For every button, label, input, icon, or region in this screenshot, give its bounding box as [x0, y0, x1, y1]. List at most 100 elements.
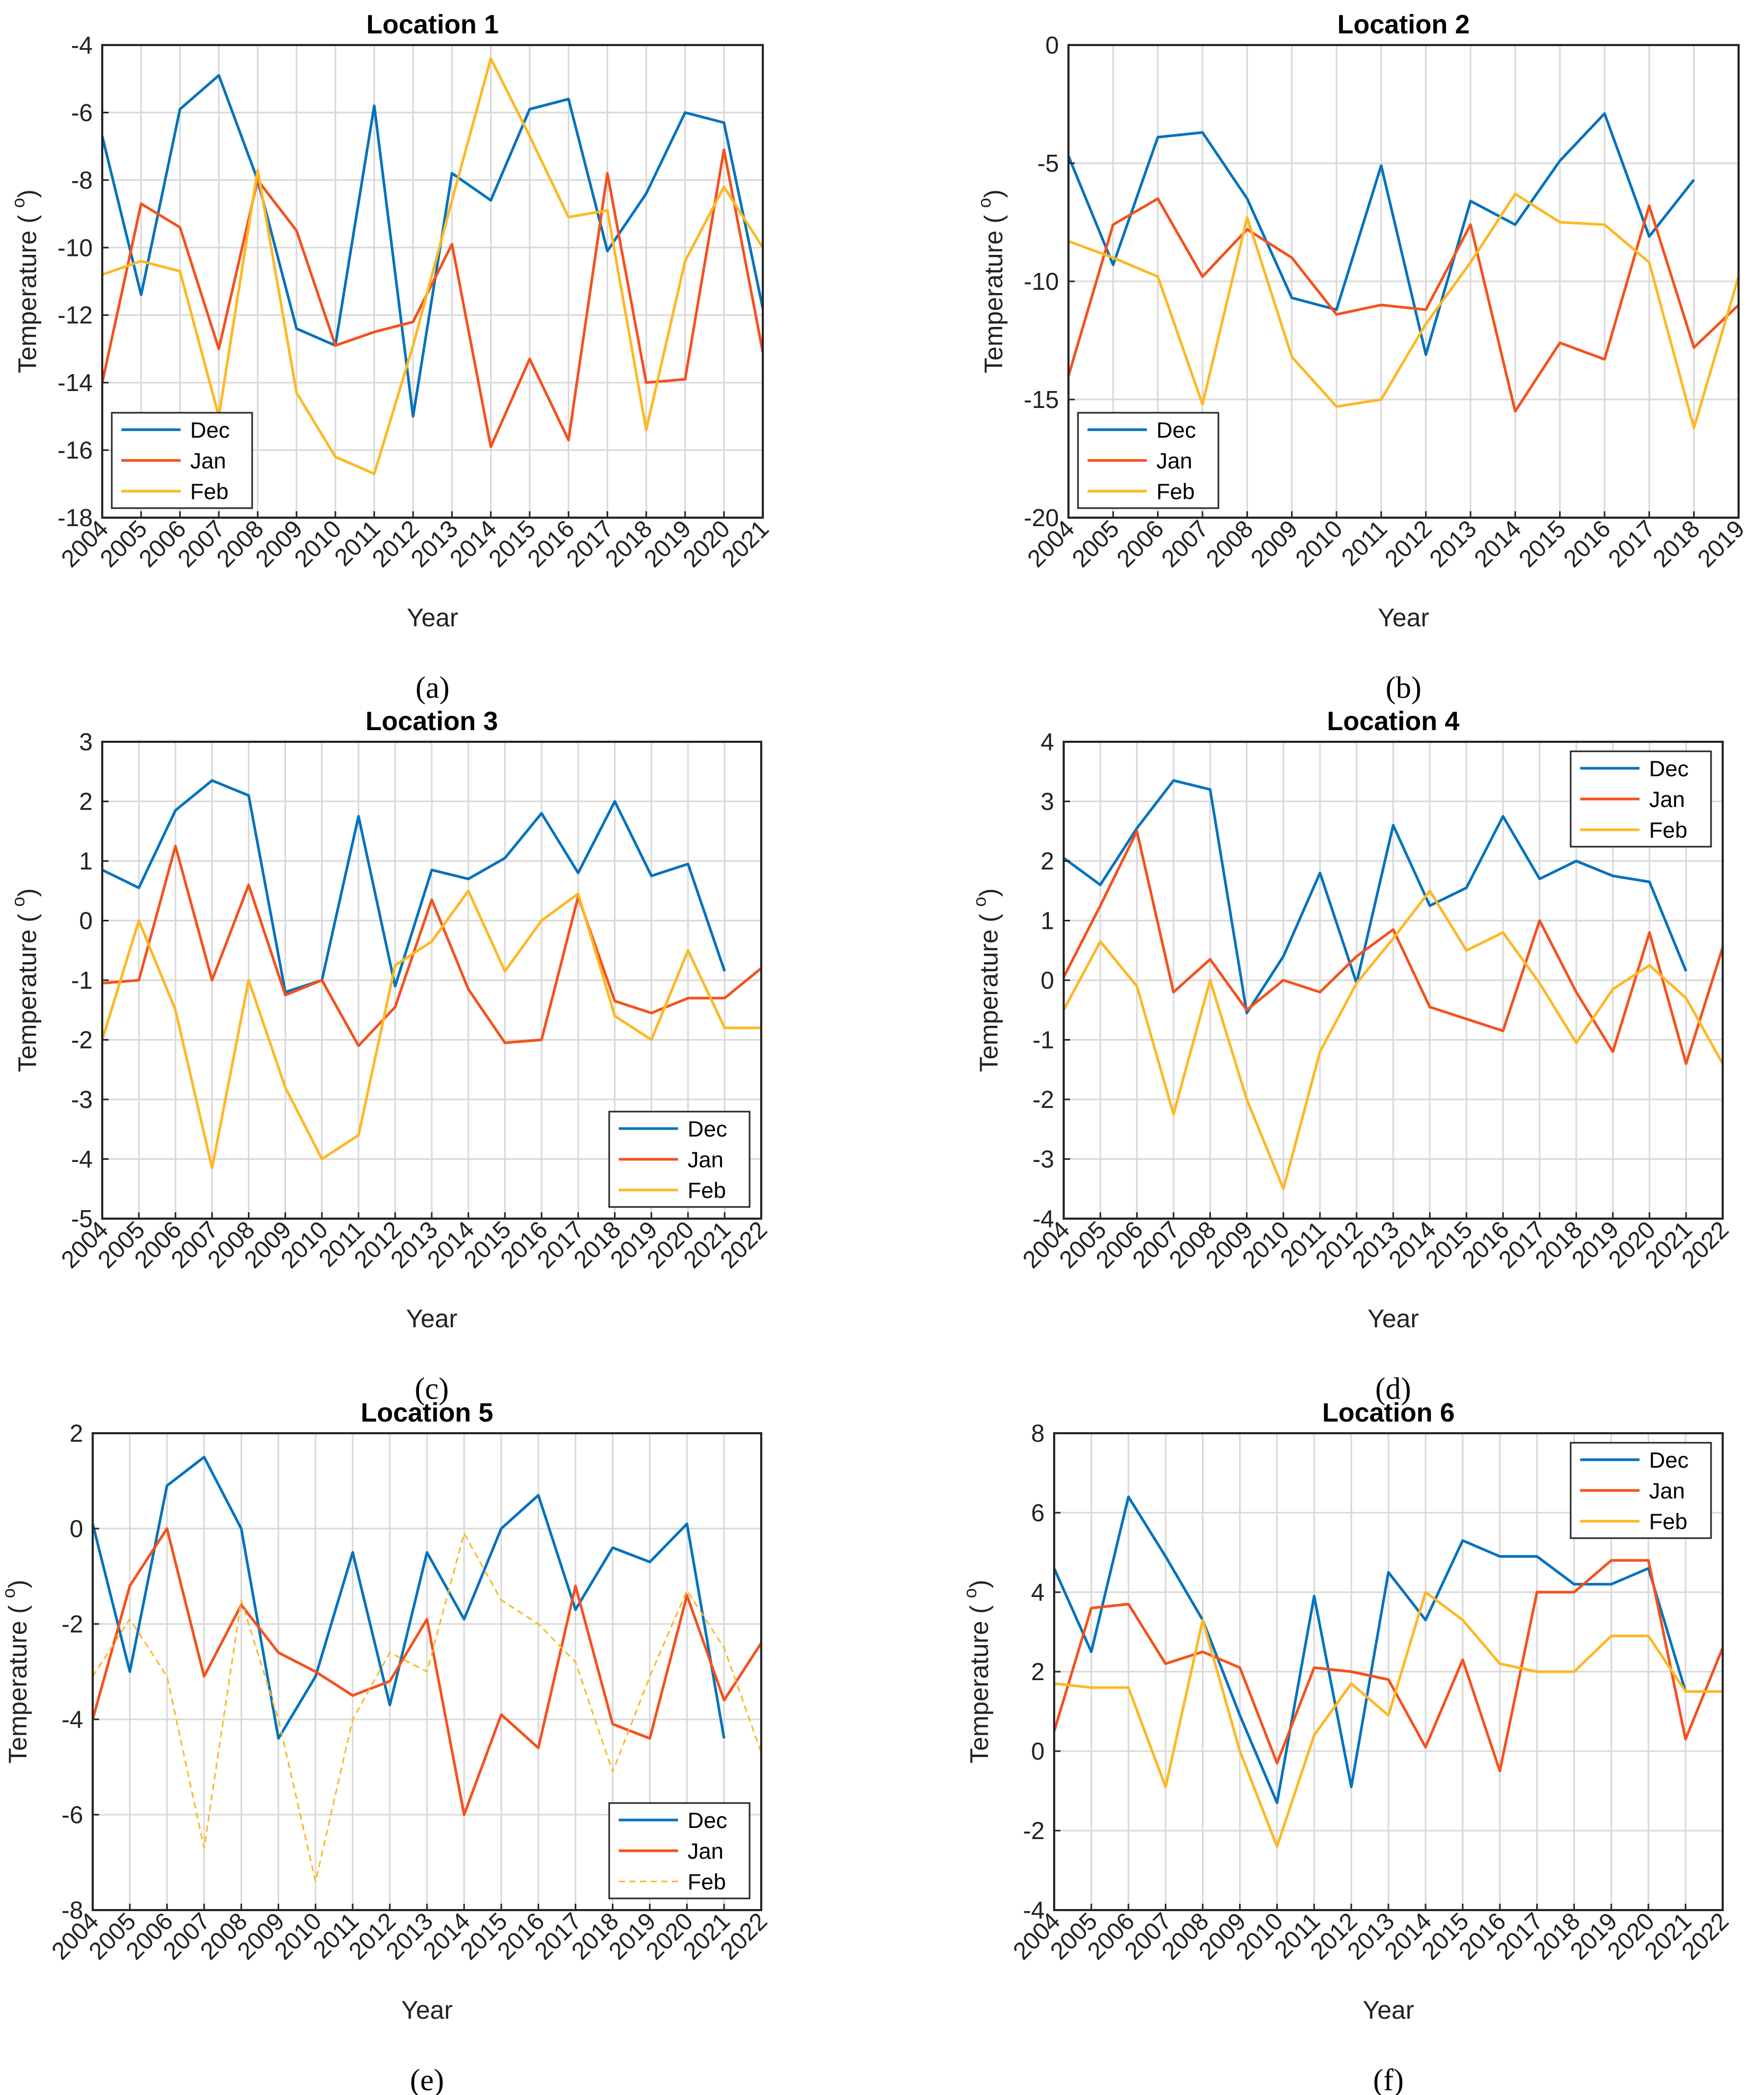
chart-title: Location 2 — [1337, 10, 1469, 39]
y-tick-label: -5 — [1037, 149, 1059, 177]
y-tick-label: 3 — [79, 728, 93, 756]
y-axis-label-close: ) — [980, 189, 1008, 198]
chart-title: Location 1 — [366, 10, 498, 39]
y-tick-label: 0 — [1045, 31, 1059, 59]
legend: Dec Jan Feb — [1570, 1442, 1712, 1539]
x-tick-label: 2009 — [1245, 514, 1303, 572]
legend: Dec Jan Feb — [111, 412, 253, 509]
y-axis-label: Temperature ( o) — [8, 888, 42, 1072]
y-tick-label: 8 — [1031, 1419, 1045, 1447]
y-tick-label: 1 — [79, 847, 93, 875]
chart-panel-1: 2004200520062007200820092010201120122013… — [8, 10, 774, 705]
y-axis-label-close: ) — [4, 1579, 32, 1588]
y-tick-label: -10 — [58, 234, 93, 261]
legend-label-dec: Dec — [1156, 418, 1196, 442]
legend: Dec Jan Feb — [608, 1802, 751, 1899]
series-line-feb — [1068, 192, 1740, 429]
legend-label-feb: Feb — [688, 1869, 726, 1894]
chart-title: Location 3 — [366, 706, 498, 736]
legend-label-dec: Dec — [1649, 1448, 1689, 1472]
series-line-feb — [102, 57, 764, 475]
y-tick-label: -10 — [1024, 268, 1059, 295]
y-axis-label-close: ) — [975, 888, 1003, 896]
panel-caption: (b) — [1386, 670, 1422, 705]
y-tick-label: -14 — [58, 369, 93, 396]
x-tick-label: 2015 — [1513, 514, 1571, 572]
y-axis-label-text: Temperature ( — [14, 907, 42, 1072]
y-axis-label-text: Temperature ( — [975, 907, 1003, 1072]
y-tick-label: 1 — [1040, 907, 1054, 935]
y-tick-label: -4 — [61, 1706, 83, 1733]
x-axis-label: Year — [406, 1305, 458, 1333]
y-tick-label: -4 — [1023, 1896, 1045, 1924]
x-tick-label: 2007 — [1156, 514, 1214, 572]
y-tick-label: 2 — [1031, 1658, 1045, 1685]
legend-label-feb: Feb — [1649, 1509, 1687, 1534]
y-axis-label-text: Temperature ( — [14, 208, 42, 373]
series-line-dec — [91, 1455, 726, 1740]
legend-label-dec: Dec — [1649, 756, 1689, 781]
legend-label-jan: Jan — [688, 1839, 724, 1863]
y-tick-label: -12 — [58, 301, 93, 329]
y-axis-label-degree: o — [8, 198, 29, 208]
y-axis-label: Temperature ( o) — [970, 888, 1003, 1072]
legend-label-feb: Feb — [1156, 479, 1195, 504]
series-line-dec — [1067, 112, 1695, 356]
legend-label-dec: Dec — [190, 418, 230, 442]
y-axis-label: Temperature ( o) — [8, 189, 42, 373]
y-tick-label: -3 — [1032, 1146, 1054, 1173]
y-axis-label-close: ) — [14, 189, 42, 198]
series-line-feb — [92, 1532, 762, 1883]
x-tick-label: 2011 — [1336, 514, 1393, 571]
y-tick-label: -5 — [71, 1205, 93, 1232]
y-tick-label: -3 — [71, 1086, 93, 1113]
x-tick-label: 2016 — [1558, 514, 1616, 572]
legend-label-jan: Jan — [688, 1147, 724, 1172]
panel-caption: (d) — [1375, 1371, 1411, 1406]
legend: Dec Jan Feb — [608, 1111, 751, 1208]
y-tick-label: 0 — [79, 907, 93, 935]
x-tick-label: 2017 — [1602, 514, 1660, 572]
series-line-jan — [1053, 1559, 1724, 1772]
series-line-jan — [102, 845, 762, 1048]
legend: Dec Jan Feb — [1077, 412, 1219, 509]
axes-box — [101, 44, 764, 519]
series-line-dec — [1063, 779, 1688, 1015]
x-tick-label: 2005 — [1066, 514, 1124, 572]
y-axis-label-text: Temperature ( — [4, 1598, 32, 1763]
x-axis-label: Year — [1378, 604, 1429, 632]
x-axis-label: Year — [1368, 1305, 1419, 1333]
series-line-jan — [1067, 197, 1740, 413]
legend-label-feb: Feb — [688, 1178, 726, 1203]
y-tick-label: -2 — [71, 1026, 93, 1054]
x-tick-label: 2006 — [1111, 514, 1169, 572]
y-axis-label-degree: o — [970, 896, 990, 907]
x-tick-label: 2013 — [1424, 514, 1482, 572]
legend-label-dec: Dec — [688, 1808, 727, 1833]
panel-caption: (e) — [410, 2063, 444, 2095]
chart-panel-6: 2004200520062007200820092010201120122013… — [960, 1398, 1734, 2095]
series-line-jan — [101, 148, 764, 448]
y-tick-label: 0 — [1031, 1737, 1045, 1765]
y-tick-label: -8 — [61, 1896, 83, 1924]
y-tick-label: -6 — [61, 1801, 83, 1828]
x-axis-label: Year — [407, 604, 458, 632]
y-tick-label: 3 — [1040, 788, 1054, 815]
chart-panel-3: 2004200520062007200820092010201120122013… — [8, 706, 772, 1406]
y-axis-label-degree: o — [8, 896, 29, 907]
y-tick-label: 4 — [1031, 1578, 1045, 1606]
y-axis-label-close: ) — [14, 888, 42, 896]
legend: Dec Jan Feb — [1570, 750, 1712, 848]
y-axis-label: Temperature ( o) — [975, 189, 1008, 373]
y-tick-label: -2 — [1032, 1086, 1054, 1113]
y-tick-label: -2 — [61, 1610, 83, 1638]
y-axis-label-text: Temperature ( — [966, 1598, 994, 1763]
y-tick-label: -1 — [1032, 1026, 1054, 1054]
chart-title: Location 6 — [1322, 1398, 1455, 1427]
y-tick-label: -4 — [1032, 1205, 1054, 1232]
chart-panel-4: 2004200520062007200820092010201120122013… — [970, 706, 1734, 1406]
y-tick-label: -1 — [71, 966, 93, 994]
y-tick-label: -8 — [71, 166, 93, 194]
x-axis-label: Year — [1363, 1996, 1414, 2025]
y-tick-label: 0 — [1040, 966, 1054, 994]
